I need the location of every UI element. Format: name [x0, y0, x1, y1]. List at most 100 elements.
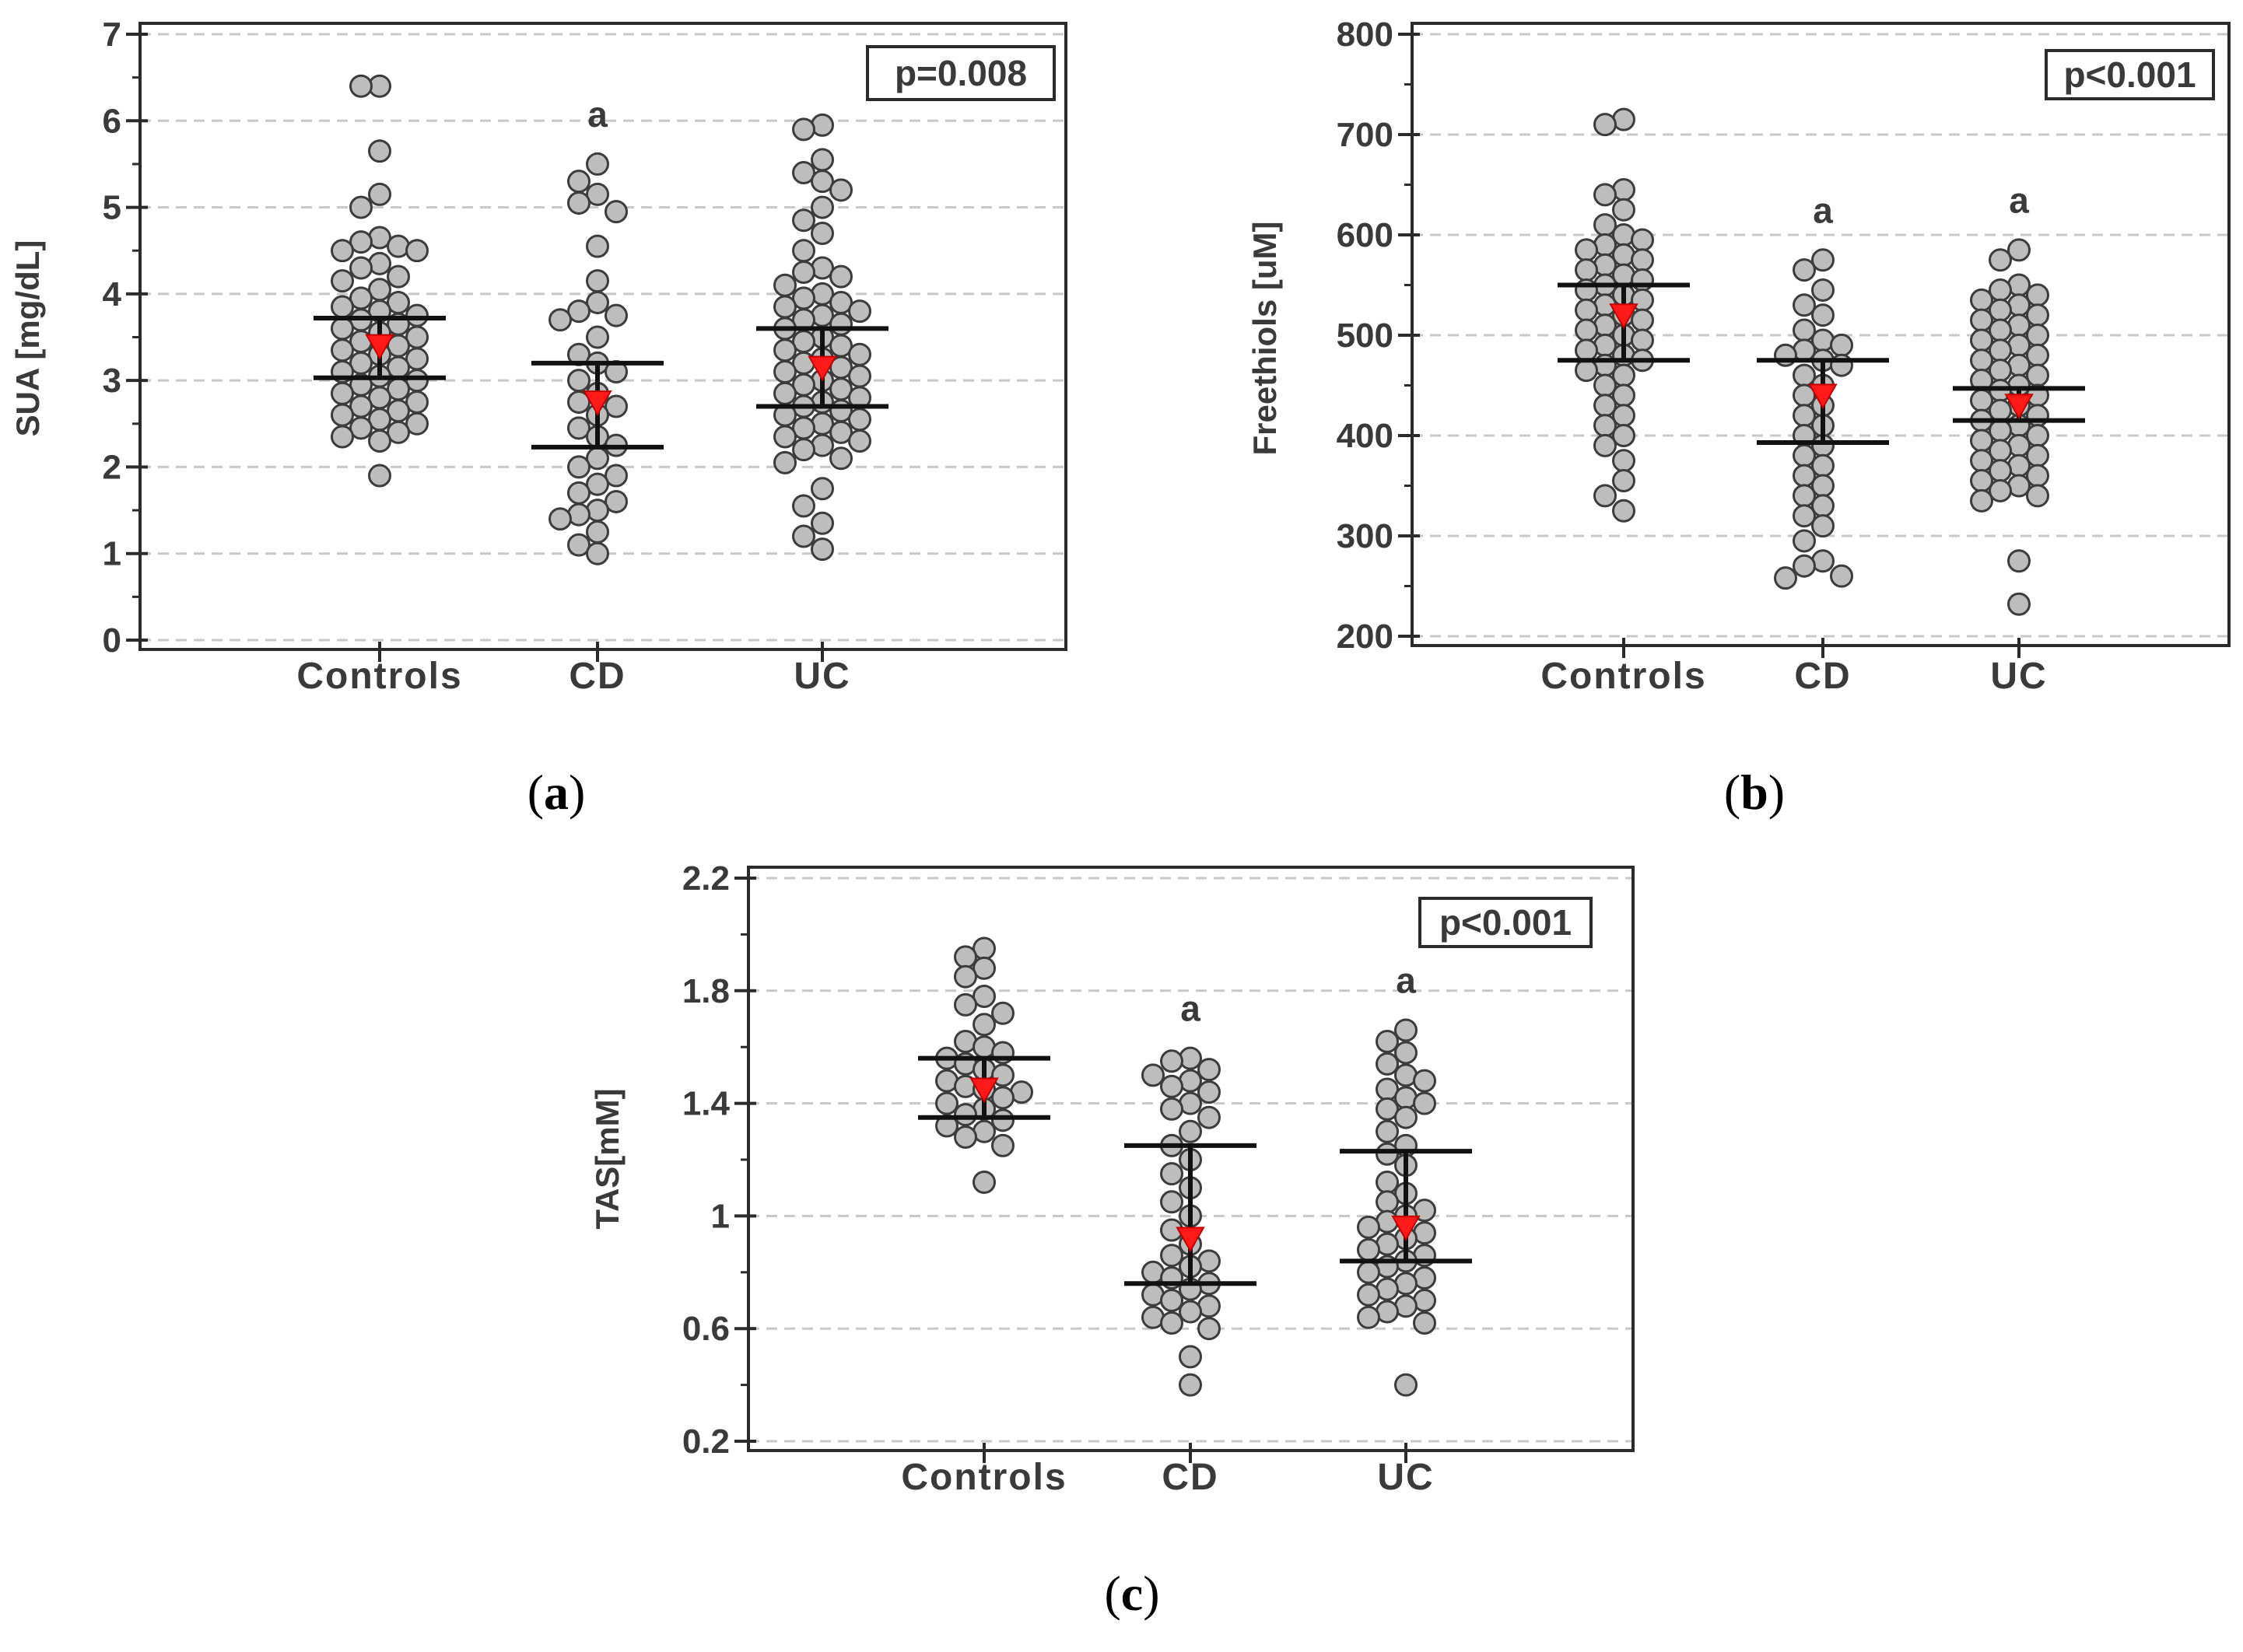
data-point	[1357, 1237, 1380, 1262]
group-uc: a	[1953, 180, 2085, 616]
data-point	[1989, 478, 2012, 502]
x-tick-label: UC	[794, 656, 850, 697]
data-point	[368, 139, 391, 163]
data-point	[773, 450, 797, 474]
data-point	[1160, 1311, 1183, 1335]
data-point	[1197, 1317, 1221, 1341]
x-tick-label: CD	[1162, 1457, 1218, 1498]
chart-panel-2: 200 300 400 500 600 700 800 Freethiols [uM] Cont…	[1246, 16, 2231, 820]
data-point	[829, 264, 853, 289]
data-point	[935, 1091, 959, 1115]
data-point	[1357, 1305, 1380, 1329]
group-cd: a	[1757, 190, 1889, 590]
data-point	[1970, 488, 1993, 513]
data-point	[567, 390, 591, 414]
data-point	[1593, 484, 1617, 508]
data-point	[829, 446, 853, 471]
data-point	[331, 403, 354, 427]
data-point	[567, 502, 591, 527]
data-point	[1413, 1091, 1436, 1115]
x-tick-label: UC	[1377, 1457, 1434, 1498]
data-point	[331, 338, 354, 362]
data-point	[1989, 248, 2012, 272]
data-point	[792, 261, 815, 285]
data-point	[1376, 1029, 1399, 1053]
data-point	[1197, 1080, 1221, 1104]
data-point	[954, 1125, 977, 1150]
data-point	[1631, 228, 1654, 252]
y-tick-label: 1	[103, 535, 121, 573]
data-point	[1376, 1190, 1399, 1214]
y-tick-label: 400	[1337, 417, 1393, 455]
x-tick-label: CD	[1794, 656, 1851, 697]
y-tick-label: 5	[103, 189, 121, 227]
group-uc	[756, 113, 888, 562]
data-point	[1575, 238, 1598, 262]
data-point	[811, 433, 834, 457]
significance-label: a	[1180, 989, 1200, 1029]
median-marker	[1391, 1215, 1421, 1241]
data-point	[1793, 293, 1816, 317]
y-tick-label: 500	[1337, 317, 1393, 355]
data-point	[973, 1013, 996, 1037]
x-tick-label: Controls	[901, 1457, 1067, 1498]
data-point	[331, 425, 354, 449]
median-marker	[2004, 394, 2034, 420]
p-value-box	[1418, 897, 1593, 948]
y-tick-label: 0.6	[682, 1310, 730, 1348]
data-point	[991, 1063, 1015, 1087]
median-marker	[1609, 303, 1638, 330]
data-point	[973, 956, 996, 980]
x-tick-label: CD	[569, 656, 626, 697]
data-point	[811, 195, 834, 219]
data-point	[349, 230, 373, 254]
data-point	[848, 342, 871, 366]
data-point	[1179, 1373, 1202, 1397]
data-point	[567, 170, 591, 194]
data-point	[848, 429, 871, 453]
data-point	[2007, 549, 2031, 573]
data-point	[548, 507, 572, 531]
data-point	[405, 239, 429, 263]
data-point	[1357, 1215, 1380, 1239]
data-point	[811, 148, 834, 172]
data-point	[1197, 1105, 1221, 1129]
data-point	[792, 494, 815, 518]
y-tick-label: 2.2	[682, 859, 730, 898]
data-point	[1160, 1244, 1183, 1268]
data-point	[1357, 1260, 1380, 1284]
data-point	[954, 1103, 977, 1127]
data-point	[1593, 433, 1617, 457]
data-point	[811, 537, 834, 562]
group-uc: a	[1340, 960, 1472, 1397]
chart-panel-3: 0.2 0.6 1 1.4 1.8 2.2 TAS[mM] Controls CD UC p<0.0…	[589, 859, 1635, 1621]
data-point	[1793, 504, 1816, 528]
data-point	[1394, 1018, 1418, 1042]
panel-label: (c)	[1104, 1566, 1159, 1621]
data-point	[1811, 303, 1835, 327]
p-value-label: p<0.001	[2063, 54, 2196, 95]
data-point	[1575, 338, 1598, 362]
data-point	[567, 299, 591, 324]
data-point	[811, 511, 834, 535]
data-point	[1376, 1170, 1399, 1194]
data-point	[349, 416, 373, 440]
data-point	[586, 541, 609, 565]
data-point	[792, 524, 815, 548]
data-point	[954, 945, 977, 969]
data-point	[1160, 1097, 1183, 1121]
data-point	[1774, 566, 1797, 590]
group-controls	[314, 74, 446, 488]
data-point	[1830, 564, 1853, 588]
data-point	[848, 364, 871, 388]
p-value-label: p=0.008	[895, 53, 1027, 93]
data-point	[792, 239, 815, 263]
y-tick-label: 600	[1337, 216, 1393, 254]
y-tick-label: 1.8	[682, 972, 730, 1010]
data-point	[586, 269, 609, 293]
x-tick-label: UC	[1990, 656, 2047, 697]
data-point	[605, 464, 628, 488]
data-point	[331, 295, 354, 319]
median-marker	[365, 334, 394, 360]
data-point	[1394, 1105, 1418, 1129]
